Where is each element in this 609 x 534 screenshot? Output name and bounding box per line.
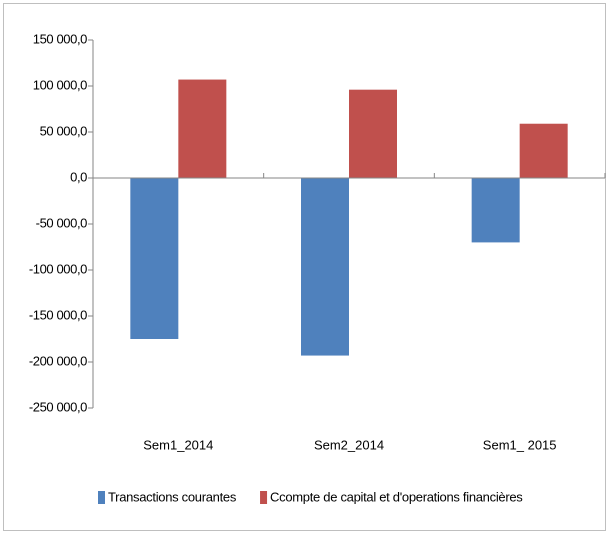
bar bbox=[349, 89, 397, 178]
bar bbox=[178, 79, 227, 178]
y-tick-label: 50 000,0 bbox=[40, 123, 88, 138]
legend-label: Transactions courantes bbox=[108, 489, 237, 504]
legend-swatch bbox=[98, 491, 105, 504]
y-tick-label: 150 000,0 bbox=[33, 31, 87, 46]
y-tick-label: -200 000,0 bbox=[29, 353, 87, 368]
bar bbox=[130, 178, 179, 339]
bar bbox=[471, 178, 520, 243]
y-tick-label: 0,0 bbox=[70, 169, 87, 184]
legend-swatch bbox=[260, 491, 268, 504]
legend-label: Ccompte de capital et d'operations finan… bbox=[270, 489, 523, 504]
x-tick-label: Sem2_2014 bbox=[314, 437, 384, 452]
y-tick-label: -150 000,0 bbox=[29, 307, 87, 322]
y-tick-label: -50 000,0 bbox=[36, 215, 88, 230]
y-tick-label: 100 000,0 bbox=[33, 77, 87, 92]
x-tick-label: Sem1_2014 bbox=[143, 437, 213, 452]
bar bbox=[301, 178, 349, 356]
y-tick-label: -250 000,0 bbox=[29, 399, 87, 414]
y-tick-label: -100 000,0 bbox=[29, 261, 87, 276]
x-tick-label: Sem1_ 2015 bbox=[483, 437, 557, 452]
bar bbox=[519, 123, 568, 178]
